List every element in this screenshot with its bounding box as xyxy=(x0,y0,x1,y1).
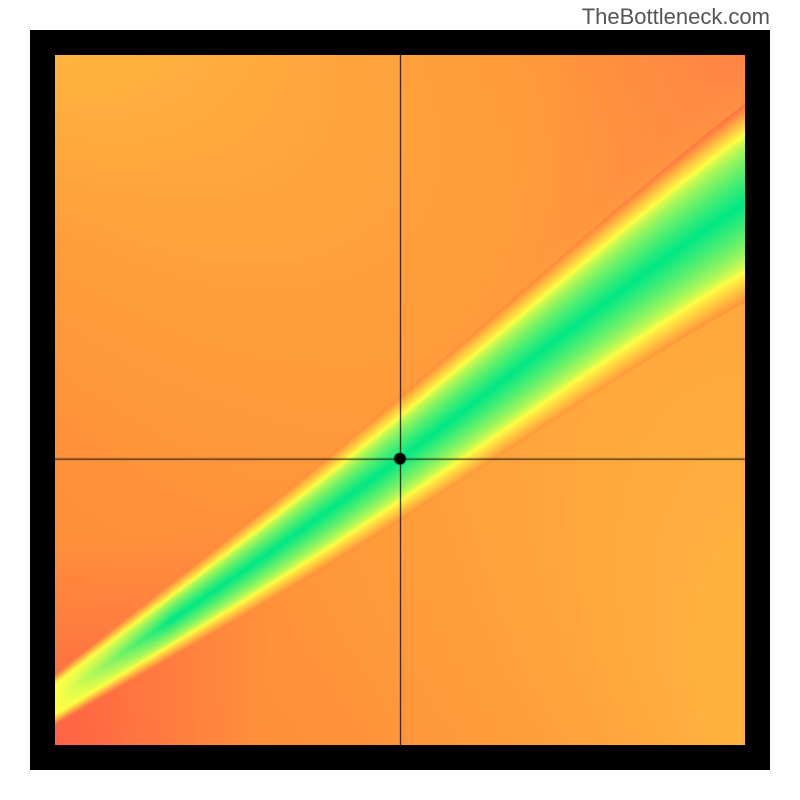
heatmap-canvas xyxy=(55,55,745,745)
chart-frame xyxy=(30,30,770,770)
heatmap-plot xyxy=(55,55,745,745)
watermark-text: TheBottleneck.com xyxy=(582,4,770,30)
